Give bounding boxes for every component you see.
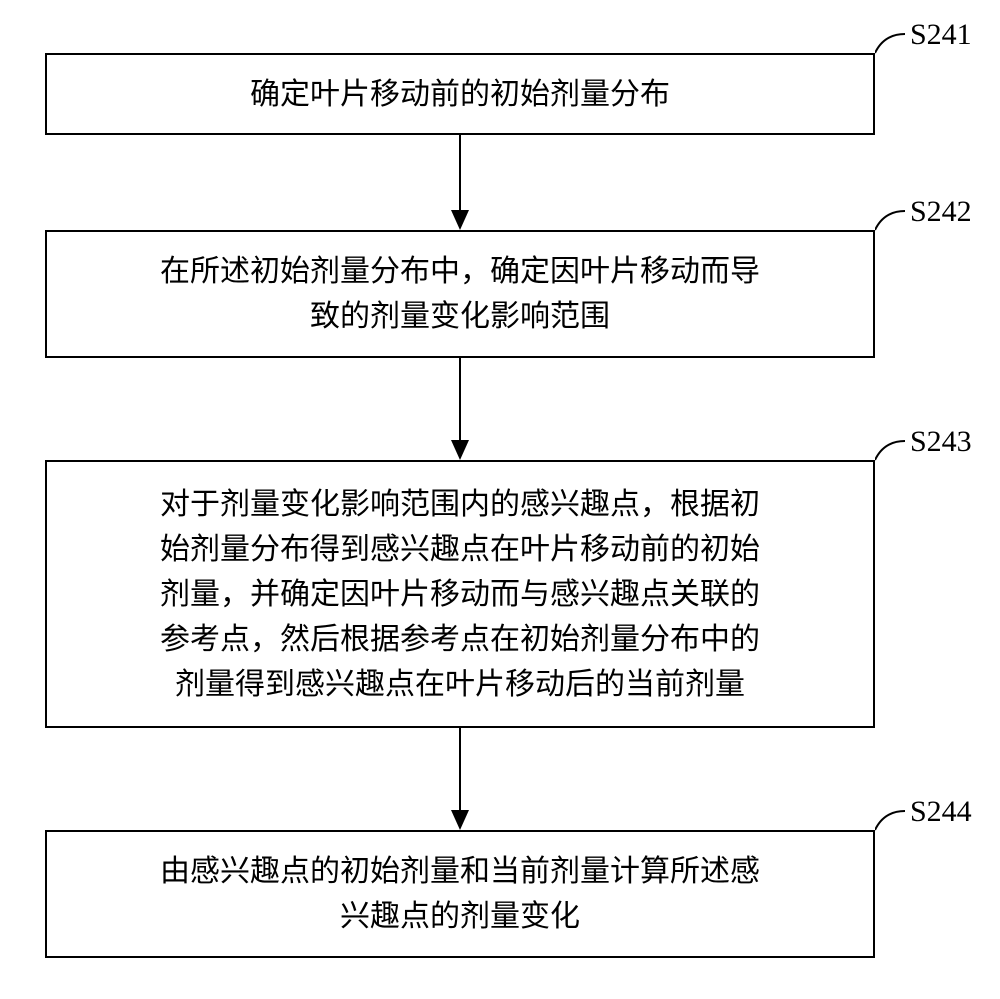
flow-node-text: 对于剂量变化影响范围内的感兴趣点，根据初 始剂量分布得到感兴趣点在叶片移动前的初… — [160, 482, 760, 707]
label-bracket — [875, 29, 915, 58]
label-bracket — [875, 206, 915, 235]
step-label-s244: S244 — [910, 795, 972, 829]
flow-arrow — [442, 728, 478, 830]
label-bracket — [875, 806, 915, 835]
flowchart-canvas: 确定叶片移动前的初始剂量分布在所述初始剂量分布中，确定因叶片移动而导 致的剂量变… — [0, 0, 1000, 999]
label-bracket — [875, 436, 915, 465]
flow-node-s243: 对于剂量变化影响范围内的感兴趣点，根据初 始剂量分布得到感兴趣点在叶片移动前的初… — [45, 460, 875, 728]
step-label-s242: S242 — [910, 195, 972, 229]
step-label-s241: S241 — [910, 18, 972, 52]
flow-node-text: 在所述初始剂量分布中，确定因叶片移动而导 致的剂量变化影响范围 — [160, 249, 760, 339]
flow-node-text: 确定叶片移动前的初始剂量分布 — [250, 72, 670, 117]
flow-arrow — [442, 358, 478, 460]
flow-node-text: 由感兴趣点的初始剂量和当前剂量计算所述感 兴趣点的剂量变化 — [160, 849, 760, 939]
flow-node-s241: 确定叶片移动前的初始剂量分布 — [45, 53, 875, 135]
flow-node-s242: 在所述初始剂量分布中，确定因叶片移动而导 致的剂量变化影响范围 — [45, 230, 875, 358]
flow-node-s244: 由感兴趣点的初始剂量和当前剂量计算所述感 兴趣点的剂量变化 — [45, 830, 875, 958]
flow-arrow — [442, 135, 478, 230]
step-label-s243: S243 — [910, 425, 972, 459]
